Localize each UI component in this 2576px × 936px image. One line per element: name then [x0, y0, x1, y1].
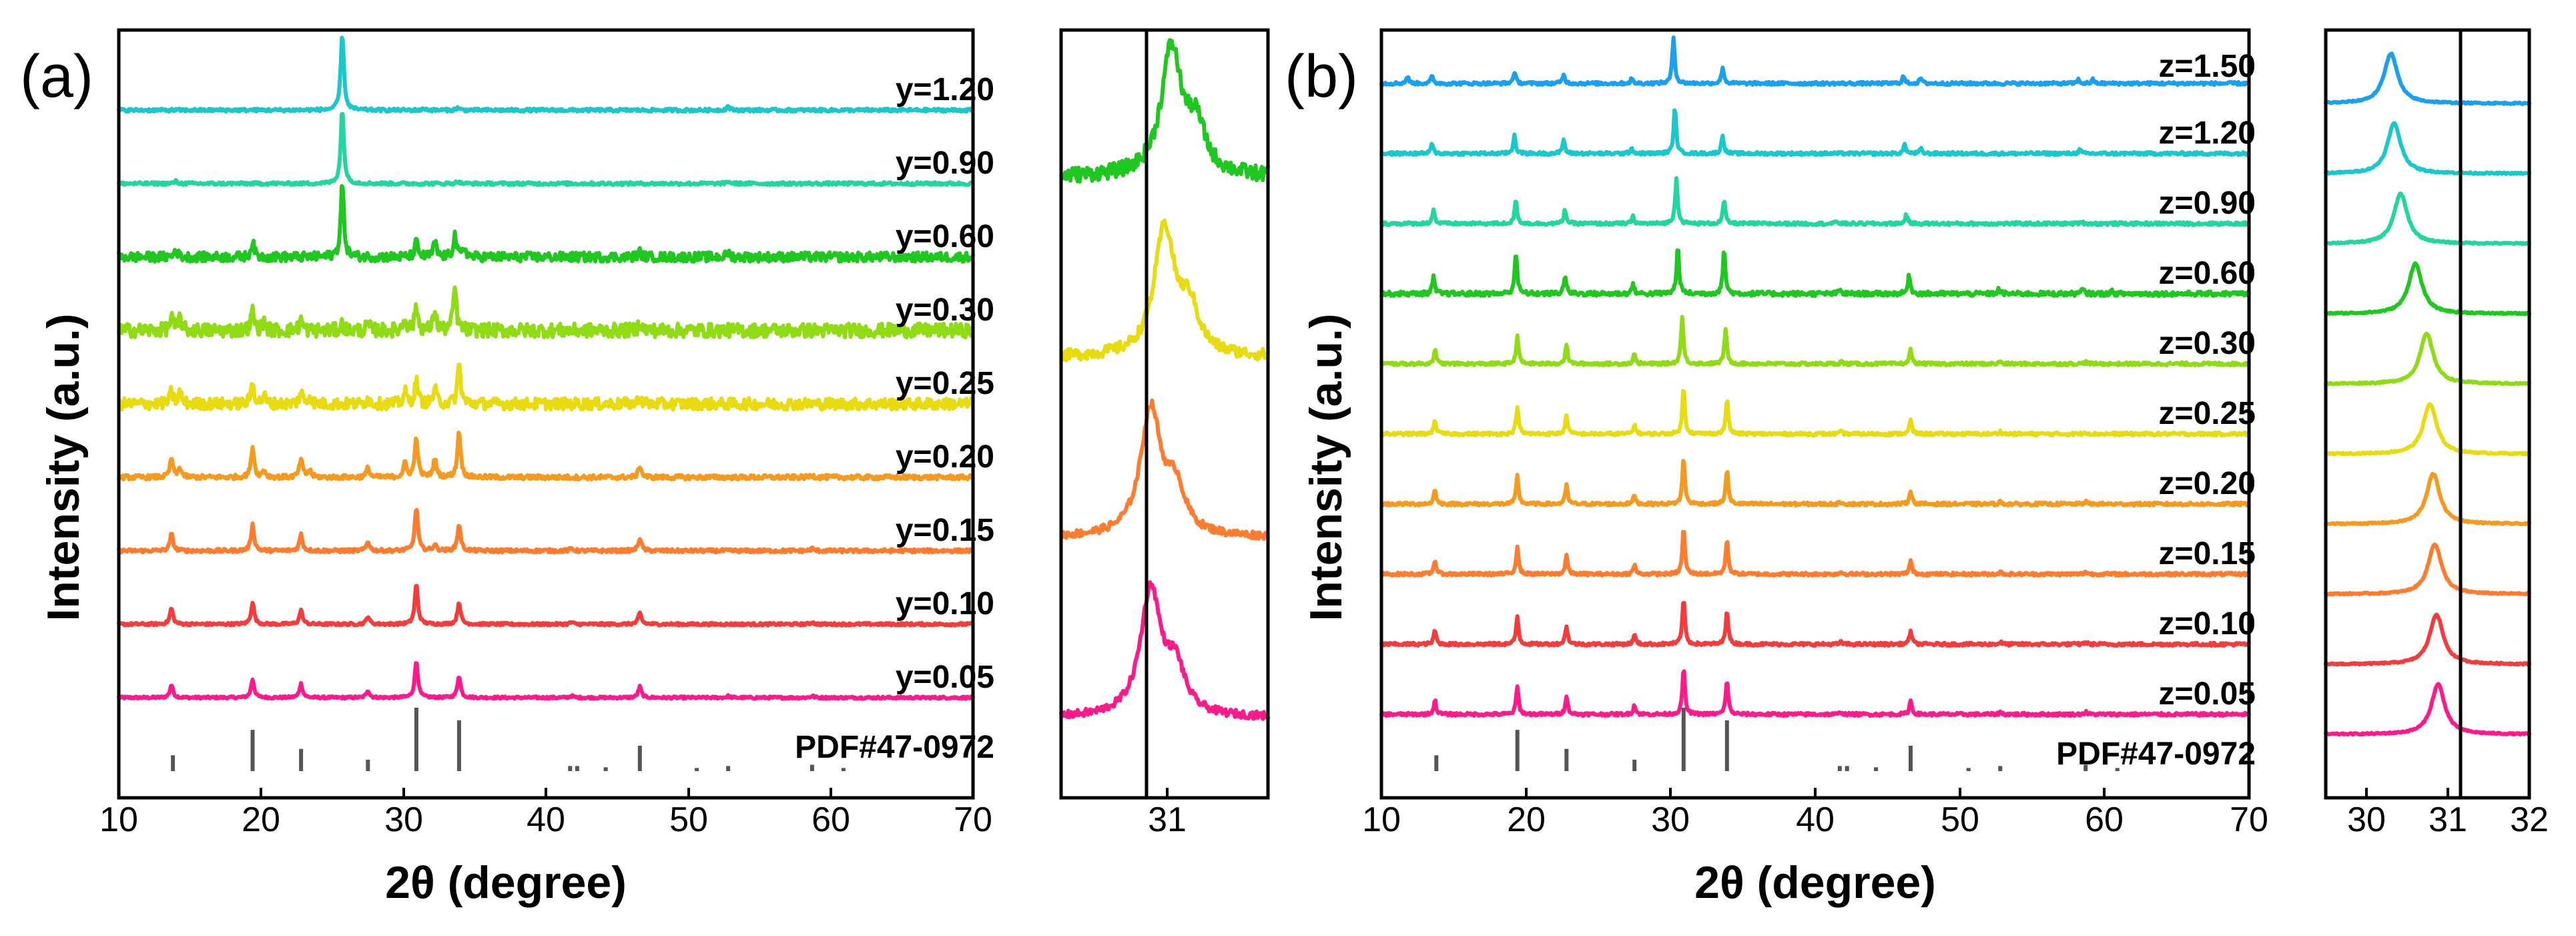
inset-trace-z150: [2324, 51, 2531, 106]
trace-label-z150: z=1.50: [2159, 49, 2256, 84]
panel-a-tick-marks: [117, 788, 974, 798]
panel-b-tick-label: 60: [2085, 800, 2124, 839]
trace-label-z090: z=0.90: [2159, 186, 2256, 221]
trace-y015: [117, 507, 975, 555]
panel-a-main: (a) Intensity (a.u.) 2θ (degree) 10 20 3…: [20, 28, 994, 908]
panel-a-trace-labels: y=0.05 y=0.10 y=0.15 y=0.20 y=0.25 y=0.3…: [795, 72, 994, 765]
trace-label-z020: z=0.20: [2159, 466, 2256, 501]
trace-z090: [1379, 176, 2251, 228]
trace-label-y010: y=0.10: [896, 586, 994, 622]
trace-y020: [117, 431, 975, 482]
inset-trace-z060: [2324, 261, 2531, 316]
panel-b-y-axis-title: Intensity (a.u.): [1301, 314, 1351, 622]
panel-a-tick-label: 20: [242, 800, 280, 839]
trace-label-z120: z=1.20: [2159, 115, 2256, 151]
panel-a-traces: [117, 35, 975, 701]
inset-trace-y005: [1059, 580, 1270, 721]
panel-b-inset-tick-label: 30: [2347, 800, 2386, 839]
panel-a-tick-label: 60: [812, 800, 850, 839]
panel-b-tick-label: 10: [1362, 800, 1401, 839]
trace-label-y090: y=0.90: [896, 146, 994, 181]
panel-a-tick-label: 50: [669, 800, 708, 839]
panel-b-tick-label: 40: [1796, 800, 1835, 839]
panel-b-inset-tick-label: 32: [2510, 800, 2549, 839]
panel-b-inset-tick-label: 31: [2429, 800, 2467, 839]
trace-z030: [1379, 314, 2251, 368]
panel-a-x-ticks: 10 20 30 40 50 60 70: [99, 800, 992, 839]
trace-label-y030: y=0.30: [896, 292, 994, 328]
inset-trace-z005: [2324, 682, 2531, 737]
trace-label-y025: y=0.25: [896, 366, 994, 401]
trace-z005: [1379, 669, 2251, 718]
panel-b-inset: 30 31 32: [2324, 28, 2549, 839]
panel-a-tick-label: 40: [527, 800, 565, 839]
panel-b-tick-marks: [1380, 788, 2250, 798]
trace-label-z025: z=0.25: [2159, 396, 2256, 431]
trace-z060: [1379, 248, 2251, 298]
trace-label-z005: z=0.05: [2159, 676, 2256, 712]
trace-label-z030: z=0.30: [2159, 326, 2256, 361]
trace-z025: [1379, 389, 2251, 438]
panel-b-trace-labels: z=0.05 z=0.10 z=0.15 z=0.20 z=0.25 z=0.3…: [2056, 49, 2256, 772]
inset-trace-y020: [1059, 38, 1270, 184]
trace-label-y060: y=0.60: [896, 219, 994, 254]
inset-trace-y015: [1059, 218, 1270, 363]
inset-trace-z020: [2324, 471, 2531, 527]
reference-label-a: PDF#47-0972: [795, 730, 994, 765]
panel-b-reference-bars: [1434, 708, 2120, 771]
panel-a-y-axis-title: Intensity (a.u.): [38, 314, 89, 622]
trace-z150: [1379, 35, 2251, 87]
panel-a-inset: 31: [1059, 28, 1270, 839]
trace-label-y015: y=0.15: [896, 513, 994, 548]
panel-a-tick-label: 10: [99, 800, 138, 839]
panel-b-tick-label: 30: [1651, 800, 1690, 839]
trace-z020: [1379, 459, 2251, 508]
panel-a-tick-label: 30: [384, 800, 423, 839]
inset-trace-z010: [2324, 612, 2531, 667]
panel-b-traces: [1379, 35, 2251, 718]
trace-z010: [1379, 601, 2251, 648]
panel-a-tick-label: 70: [954, 800, 992, 839]
panel-a-letter: (a): [20, 43, 93, 110]
trace-y010: [117, 583, 975, 628]
trace-y060: [117, 184, 975, 264]
trace-y090: [117, 111, 975, 188]
panel-b-inset-traces: [2324, 51, 2531, 737]
panel-a-reference-bars: [171, 708, 846, 771]
reference-label-b: PDF#47-0972: [2056, 736, 2256, 772]
trace-label-y020: y=0.20: [896, 439, 994, 475]
inset-trace-y010: [1059, 398, 1270, 541]
trace-y005: [117, 661, 975, 701]
trace-label-y005: y=0.05: [896, 660, 994, 695]
trace-y120: [117, 35, 975, 114]
trace-y030: [117, 285, 975, 340]
inset-trace-z030: [2324, 331, 2531, 387]
trace-y025: [117, 363, 975, 412]
trace-label-z010: z=0.10: [2159, 606, 2256, 642]
panel-a-inset-traces: [1059, 38, 1270, 721]
trace-z120: [1379, 108, 2251, 158]
inset-trace-z015: [2324, 542, 2531, 597]
panel-b-x-ticks: 10 20 30 40 50 60 70: [1362, 800, 2268, 839]
inset-trace-z090: [2324, 192, 2531, 246]
inset-trace-z025: [2324, 402, 2531, 457]
panel-b-tick-label: 20: [1507, 800, 1546, 839]
inset-trace-z120: [2324, 121, 2531, 176]
panel-b-main: (b) Intensity (a.u.) 2θ (degree) 10 20 3…: [1285, 28, 2268, 908]
panel-b-letter: (b): [1285, 43, 1358, 110]
trace-z015: [1379, 529, 2251, 578]
panel-a-inset-tick-label: 31: [1148, 800, 1187, 839]
panel-b-tick-label: 70: [2230, 800, 2268, 839]
panel-b-x-axis-title: 2θ (degree): [1694, 857, 1936, 908]
trace-label-z015: z=0.15: [2159, 536, 2256, 571]
trace-label-z060: z=0.60: [2159, 256, 2256, 291]
panel-a-inset-frame: [1059, 28, 1270, 800]
panel-b-tick-label: 50: [1941, 800, 1979, 839]
panel-a-x-axis-title: 2θ (degree): [385, 857, 627, 908]
trace-label-y120: y=1.20: [896, 72, 994, 107]
panel-b-inset-frame: [2324, 28, 2531, 800]
panel-a-frame: [117, 28, 975, 800]
